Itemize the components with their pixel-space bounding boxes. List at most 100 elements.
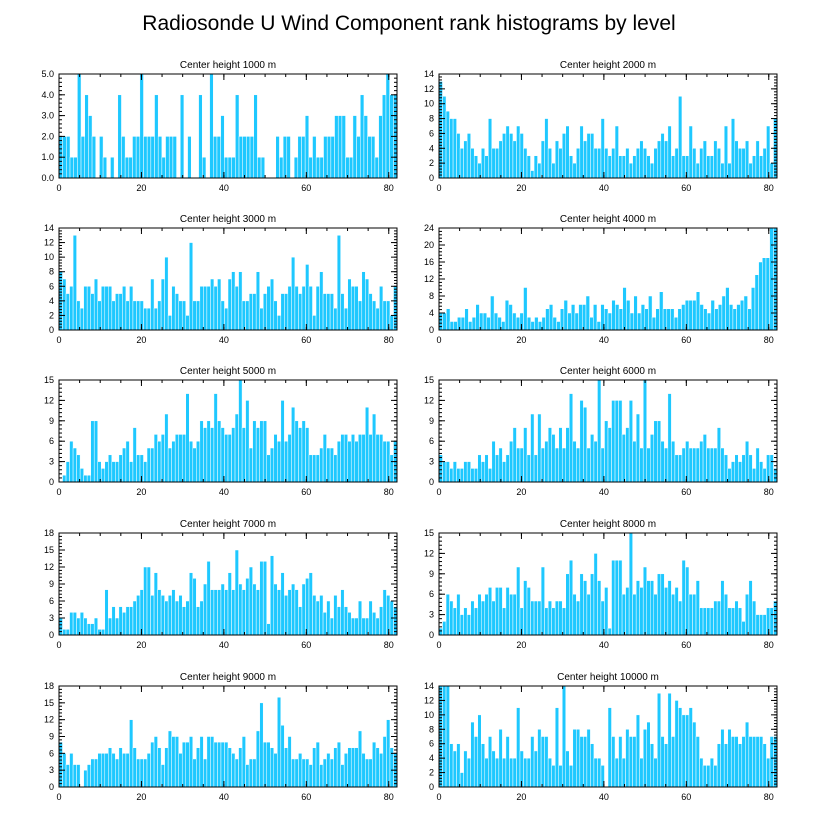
bar	[363, 115, 368, 179]
bar	[463, 750, 468, 788]
bar	[266, 286, 271, 331]
bar	[150, 278, 155, 331]
bar	[122, 612, 127, 636]
bar	[259, 561, 264, 636]
bar	[530, 321, 535, 331]
bar	[583, 140, 588, 179]
bar	[628, 162, 633, 179]
bar	[192, 447, 197, 483]
bar	[231, 589, 236, 636]
bar	[723, 454, 728, 483]
bar	[618, 400, 623, 483]
bar	[210, 736, 215, 788]
bar	[333, 595, 338, 636]
bar	[280, 725, 285, 788]
bar	[484, 757, 489, 788]
bar	[164, 747, 169, 788]
bar	[702, 434, 707, 483]
bar	[334, 115, 339, 179]
bar	[523, 427, 528, 483]
panel-title: Center height 5000 m	[180, 366, 276, 377]
bar	[558, 600, 563, 636]
bar	[305, 578, 310, 636]
bar	[178, 300, 183, 331]
bar	[231, 156, 236, 179]
y-tick-label: 0	[49, 782, 54, 792]
bar	[277, 440, 282, 483]
bar	[224, 741, 229, 788]
bar	[738, 461, 743, 483]
bar	[734, 140, 739, 179]
bar	[217, 741, 222, 788]
bar	[468, 321, 473, 331]
bar	[677, 308, 682, 331]
bar	[241, 736, 246, 788]
bar	[301, 286, 306, 331]
bar	[745, 721, 750, 788]
bar	[150, 741, 155, 788]
bar	[766, 125, 771, 179]
bar	[537, 321, 543, 331]
bar	[579, 400, 584, 483]
y-tick-label: 3.0	[41, 111, 54, 121]
bar	[203, 583, 208, 636]
bar	[540, 736, 545, 788]
bar	[118, 747, 123, 788]
bar	[637, 312, 642, 331]
bar	[150, 136, 155, 179]
bar	[523, 580, 528, 636]
bar	[671, 593, 676, 636]
bar	[505, 736, 510, 788]
bar	[586, 447, 591, 483]
x-tick-label: 80	[384, 792, 394, 802]
bar	[590, 743, 595, 788]
bar	[308, 156, 313, 179]
bar	[604, 308, 609, 331]
bar	[600, 118, 605, 179]
bar	[725, 287, 730, 331]
y-tick-label: 9	[49, 732, 54, 742]
bar	[639, 447, 644, 483]
x-tick-label: 20	[516, 335, 526, 345]
bar	[664, 140, 669, 179]
bar	[319, 271, 324, 331]
bar	[611, 559, 616, 636]
bar	[604, 420, 609, 483]
bar	[551, 162, 556, 179]
bar	[234, 286, 239, 331]
bar	[633, 295, 638, 331]
y-tick-label: 6	[49, 436, 54, 446]
bar	[336, 606, 341, 636]
bar	[270, 747, 275, 788]
bar	[565, 427, 570, 483]
bar	[516, 707, 521, 788]
bar	[174, 600, 179, 636]
bar	[301, 420, 306, 483]
bar	[597, 148, 602, 179]
bar	[202, 156, 207, 179]
bar	[101, 753, 106, 788]
bar	[284, 293, 289, 331]
x-tick-label: 0	[56, 792, 61, 802]
bar	[164, 256, 169, 331]
bar	[72, 447, 77, 483]
bar	[544, 607, 549, 636]
bar	[639, 757, 644, 788]
bar	[291, 583, 296, 636]
bar	[533, 750, 538, 788]
bar	[695, 580, 700, 636]
bar	[561, 133, 567, 179]
bar	[312, 315, 317, 331]
bar	[171, 286, 176, 331]
y-tick-label: 9	[429, 569, 434, 579]
bar	[132, 427, 137, 483]
bar	[196, 440, 201, 483]
bar	[498, 447, 503, 483]
bar	[642, 729, 647, 788]
x-tick-label: 40	[219, 183, 229, 193]
y-tick-label: 24	[424, 223, 434, 233]
bar	[382, 736, 387, 788]
bar	[76, 764, 81, 788]
bar	[125, 606, 130, 636]
bar	[664, 447, 669, 483]
